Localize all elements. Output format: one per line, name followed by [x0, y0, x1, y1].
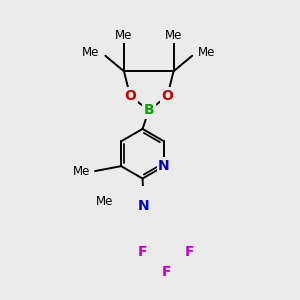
Text: F: F — [185, 245, 194, 259]
Text: Me: Me — [82, 46, 99, 59]
Text: Me: Me — [115, 29, 133, 43]
Text: B: B — [143, 103, 154, 117]
Text: Me: Me — [95, 195, 113, 208]
Text: N: N — [158, 159, 170, 173]
Text: Me: Me — [198, 46, 216, 59]
Text: O: O — [124, 89, 136, 103]
Text: N: N — [138, 200, 150, 213]
Text: F: F — [161, 265, 171, 279]
Text: F: F — [138, 245, 147, 259]
Text: O: O — [161, 89, 173, 103]
Text: Me: Me — [73, 165, 90, 178]
Text: Me: Me — [165, 29, 182, 43]
